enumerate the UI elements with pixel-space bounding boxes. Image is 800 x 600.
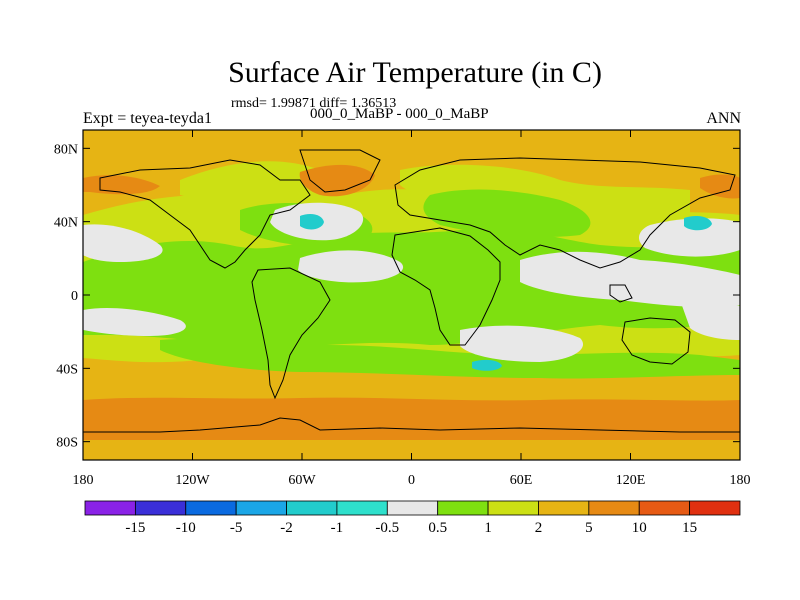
colorbar-swatch <box>638 500 691 516</box>
colorbar-label: -15 <box>125 520 145 536</box>
field-darkorange-arctic-west <box>83 175 160 195</box>
field-darkorange-southern <box>83 397 740 440</box>
coastline-australia <box>621 317 691 365</box>
colorbar-swatch <box>437 500 489 516</box>
colorbar-label: -5 <box>230 520 243 536</box>
colorbar-swatch <box>588 500 640 516</box>
coastline-greenland <box>299 149 381 193</box>
latitude-axis: 80N 40N 0 40S 80S <box>54 142 740 451</box>
lat-tick-label: 40S <box>56 362 78 377</box>
lon-tick-label: 60W <box>288 473 316 488</box>
colorbar-swatch <box>386 500 439 516</box>
colorbar-swatch <box>84 500 136 516</box>
colorbar-label: -10 <box>176 520 196 536</box>
lon-tick-label: 120E <box>616 473 646 488</box>
field-darkorange-arctic-east <box>700 174 740 199</box>
coastline-south-america <box>251 267 331 400</box>
map-title: Surface Air Temperature (in C) <box>228 56 602 89</box>
colorbar-swatch <box>185 500 237 516</box>
coastline-indonesia <box>609 284 633 303</box>
colorbar-swatch <box>487 500 539 516</box>
colorbar-label: 1 <box>484 520 492 536</box>
lon-tick-label: 180 <box>730 473 751 488</box>
colorbar-swatch <box>235 500 287 516</box>
field-cyan-southatlantic <box>472 359 502 371</box>
colorbar-label: -2 <box>280 520 293 536</box>
field-gray-atlantic-tropics <box>298 250 404 283</box>
colorbar-label: 15 <box>682 520 697 536</box>
colorbar-label: -1 <box>331 520 344 536</box>
coastline-eurasia <box>394 157 736 269</box>
field-cyan-northatlantic <box>300 214 324 230</box>
lat-tick-label: 80S <box>56 436 78 451</box>
colorbar-label: 2 <box>535 520 543 536</box>
stats-label: rmsd= 1.99871 diff= 1.36513 <box>231 96 397 111</box>
field-gray-northpacific-west <box>83 224 163 262</box>
colorbar: -15 -10 -5 -2 -1 -0.5 0.5 1 2 5 10 15 <box>84 500 741 536</box>
lat-tick-label: 80N <box>54 142 78 157</box>
lon-tick-label: 0 <box>408 473 415 488</box>
colorbar-swatch <box>538 500 590 516</box>
experiment-label: Expt = teyea-teyda1 <box>83 110 212 127</box>
coastlines <box>83 149 740 433</box>
field-gray-northpacific-east <box>638 218 740 257</box>
lat-tick-label: 40N <box>54 216 78 231</box>
coastline-antarctica <box>83 417 740 433</box>
temperature-field <box>83 130 740 460</box>
lon-tick-label: 180 <box>73 473 94 488</box>
colorbar-label: -0.5 <box>375 520 399 536</box>
season-label: ANN <box>706 110 741 127</box>
field-orange-antarctica <box>83 440 740 460</box>
field-gray-eastpacific <box>680 299 740 340</box>
field-cyan-northpacific <box>684 216 712 231</box>
colorbar-label: 5 <box>585 520 593 536</box>
coastline-north-america <box>99 159 311 269</box>
coastline-africa <box>391 227 501 346</box>
field-green-southern <box>160 338 740 379</box>
colorbar-swatch <box>134 500 187 516</box>
colorbar-swatch <box>689 500 741 516</box>
longitude-axis: 180 120W 60W 0 60E 120E 180 <box>73 130 751 488</box>
colorbar-swatch <box>336 500 388 516</box>
colorbar-swatch <box>286 500 338 516</box>
subtitle-label: 000_0_MaBP - 000_0_MaBP <box>310 106 489 122</box>
lon-tick-label: 120W <box>175 473 210 488</box>
lon-tick-label: 60E <box>510 473 533 488</box>
field-green-siberia <box>423 189 591 237</box>
field-gray-southpacific <box>83 308 186 336</box>
field-darkorange-greenland <box>299 164 375 197</box>
colorbar-label: 0.5 <box>428 520 447 536</box>
lat-tick-label: 0 <box>71 289 78 304</box>
field-gray-southatlantic <box>460 325 584 362</box>
field-gray-indian-asia <box>520 251 740 308</box>
colorbar-label: 10 <box>632 520 647 536</box>
